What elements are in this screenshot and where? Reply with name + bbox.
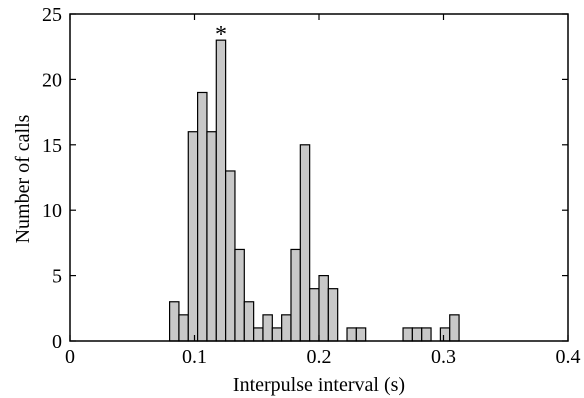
histogram-bar-5 xyxy=(215,39,227,342)
annotations-group: * xyxy=(215,22,227,48)
x-tick-label-3: 0.3 xyxy=(431,346,456,368)
histogram-bar-21 xyxy=(411,327,423,342)
histogram-bar-24 xyxy=(449,314,460,342)
histogram-bar-19 xyxy=(355,327,367,342)
x-tick-label-1: 0.1 xyxy=(182,346,207,368)
x-tick-label-4: 0.4 xyxy=(556,346,581,368)
x-axis-label: Interpulse interval (s) xyxy=(233,374,405,396)
histogram-bar-18 xyxy=(346,327,357,342)
histogram-bar-4 xyxy=(206,131,217,342)
axes-frame xyxy=(69,13,569,342)
histogram-bar-15 xyxy=(309,288,320,342)
histogram-bar-9 xyxy=(253,327,264,342)
y-tick-label-0: 0 xyxy=(52,331,62,353)
histogram-bar-13 xyxy=(290,248,301,342)
tick-labels-group: 0 0.1 0.2 0.3 0.4 0 5 10 15 20 25 xyxy=(42,4,581,368)
y-tick-label-2: 10 xyxy=(42,200,62,222)
y-tick-label-1: 5 xyxy=(52,266,62,288)
y-tick-label-5: 25 xyxy=(42,4,62,26)
histogram-bar-20 xyxy=(402,327,413,342)
histogram-bar-2 xyxy=(187,131,199,342)
x-tick-label-2: 0.2 xyxy=(307,346,332,368)
histogram-bar-17 xyxy=(327,288,339,342)
bars-group xyxy=(169,39,460,342)
histogram-bar-14 xyxy=(299,144,311,342)
histogram-bar-3 xyxy=(197,91,208,342)
peak-annotation-0: * xyxy=(215,22,227,48)
histogram-bar-10 xyxy=(262,314,273,342)
histogram-bar-16 xyxy=(318,275,329,342)
histogram-bar-6 xyxy=(225,170,236,342)
histogram-bar-22 xyxy=(421,327,432,342)
histogram-bar-11 xyxy=(271,327,283,342)
histogram-bar-7 xyxy=(234,248,245,342)
histogram-bar-0 xyxy=(169,301,180,342)
histogram-bar-1 xyxy=(178,314,189,342)
histogram-bar-23 xyxy=(439,327,451,342)
y-tick-label-3: 15 xyxy=(42,135,62,157)
histogram-bar-8 xyxy=(243,301,255,342)
y-axis-label: Number of calls xyxy=(12,114,34,243)
histogram-bar-12 xyxy=(281,314,292,342)
y-tick-label-4: 20 xyxy=(42,69,62,91)
x-tick-label-0: 0 xyxy=(65,346,75,368)
